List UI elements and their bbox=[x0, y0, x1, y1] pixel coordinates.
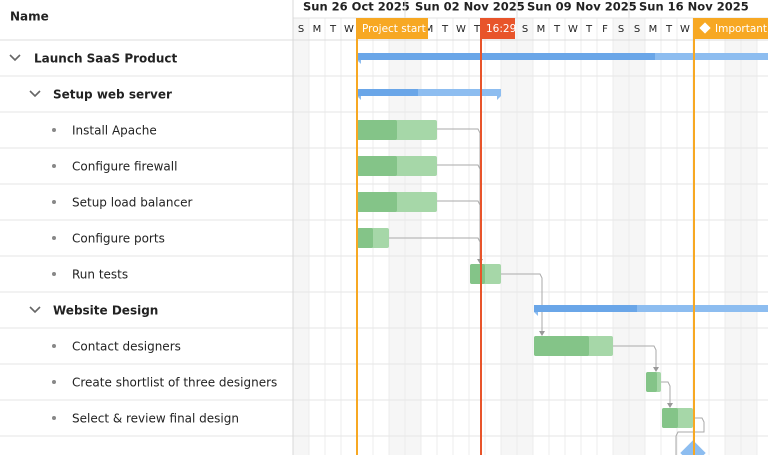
group-name[interactable]: Website Design bbox=[53, 304, 158, 318]
day-letter: S bbox=[522, 24, 528, 35]
dependency bbox=[675, 417, 705, 455]
weekend-column bbox=[389, 18, 405, 455]
task-progress bbox=[357, 120, 397, 140]
marker-label: Project start bbox=[362, 23, 426, 35]
marker-flag bbox=[693, 18, 768, 39]
summary-progress bbox=[357, 53, 655, 60]
day-letter: S bbox=[634, 24, 640, 35]
weekend-column bbox=[293, 18, 309, 455]
dependency-arrow bbox=[667, 403, 673, 408]
task-name[interactable]: Configure firewall bbox=[72, 160, 177, 174]
day-letter: S bbox=[618, 24, 624, 35]
marker-label: Important bbox=[715, 23, 767, 35]
weekend-column bbox=[629, 18, 645, 455]
task-name[interactable]: Select & review final design bbox=[72, 412, 239, 426]
marker-flag bbox=[356, 18, 428, 39]
day-letter: T bbox=[665, 24, 673, 35]
task-progress bbox=[662, 408, 678, 428]
bullet bbox=[52, 380, 56, 384]
bullet bbox=[52, 416, 56, 420]
bullet bbox=[52, 344, 56, 348]
week-label: Sun 26 Oct 2025 bbox=[303, 0, 410, 14]
weekend-column bbox=[725, 18, 741, 455]
task-progress bbox=[357, 228, 373, 248]
day-letter: T bbox=[473, 24, 481, 35]
weekend-column bbox=[613, 18, 629, 455]
task-progress bbox=[470, 264, 485, 284]
expand-toggle[interactable] bbox=[9, 54, 21, 62]
dependency-arrow bbox=[653, 367, 659, 372]
weekend-column bbox=[405, 18, 421, 455]
summary-progress bbox=[534, 305, 637, 312]
day-letter: W bbox=[680, 24, 690, 35]
marker-label: 16:29 bbox=[486, 23, 516, 35]
week-label: Sun 16 Nov 2025 bbox=[639, 0, 749, 14]
day-letter: M bbox=[425, 24, 434, 35]
dependency bbox=[661, 381, 671, 406]
task-name[interactable]: Contact designers bbox=[72, 340, 181, 354]
bullet bbox=[52, 200, 56, 204]
week-label: Sun 02 Nov 2025 bbox=[415, 0, 525, 14]
weekend-column bbox=[741, 18, 757, 455]
expand-toggle[interactable] bbox=[29, 306, 41, 314]
task-progress bbox=[357, 192, 397, 212]
day-letter: M bbox=[537, 24, 546, 35]
task-progress bbox=[357, 156, 397, 176]
weekend-column bbox=[517, 18, 533, 455]
weekend-column bbox=[501, 18, 517, 455]
task-progress bbox=[534, 336, 589, 356]
task-name[interactable]: Configure ports bbox=[72, 232, 165, 246]
bullet bbox=[52, 128, 56, 132]
day-letter: T bbox=[585, 24, 593, 35]
task-progress bbox=[646, 372, 657, 392]
bullet bbox=[52, 164, 56, 168]
task-name[interactable]: Install Apache bbox=[72, 124, 157, 138]
bullet bbox=[52, 272, 56, 276]
day-letter: M bbox=[313, 24, 322, 35]
group-name[interactable]: Setup web server bbox=[53, 88, 172, 102]
day-letter: S bbox=[298, 24, 304, 35]
task-name[interactable]: Run tests bbox=[72, 268, 128, 282]
day-letter: M bbox=[649, 24, 658, 35]
day-letter: T bbox=[553, 24, 561, 35]
expand-toggle[interactable] bbox=[29, 90, 41, 98]
name-header: Name bbox=[10, 10, 49, 24]
bullet bbox=[52, 236, 56, 240]
day-letter: W bbox=[456, 24, 466, 35]
marker-flag bbox=[480, 18, 515, 39]
group-name[interactable]: Launch SaaS Product bbox=[34, 52, 178, 66]
day-letter: F bbox=[602, 24, 608, 35]
dependency-arrow bbox=[539, 331, 545, 336]
summary-progress bbox=[357, 89, 418, 96]
task-name[interactable]: Setup load balancer bbox=[72, 196, 192, 210]
day-letter: T bbox=[329, 24, 337, 35]
dependency bbox=[613, 345, 657, 370]
day-letter: W bbox=[344, 24, 354, 35]
week-label: Sun 09 Nov 2025 bbox=[527, 0, 637, 14]
day-letter: W bbox=[568, 24, 578, 35]
day-letter: T bbox=[441, 24, 449, 35]
task-name[interactable]: Create shortlist of three designers bbox=[72, 376, 277, 390]
